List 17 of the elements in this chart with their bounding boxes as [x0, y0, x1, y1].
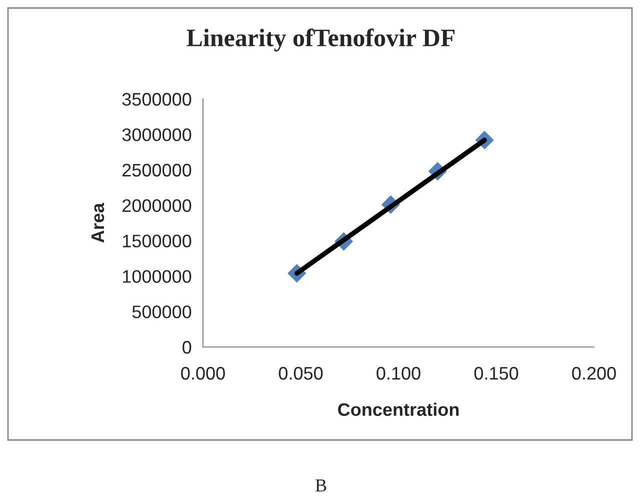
x-tick-label: 0.050 [278, 366, 323, 380]
y-tick-label: 3000000 [122, 128, 192, 142]
x-tick-label: 0.100 [376, 366, 420, 380]
y-axis-title: Area [92, 202, 104, 243]
y-tick-label: 3500000 [122, 92, 192, 106]
chart-title: Linearity ofTenofovir DF [186, 28, 455, 52]
y-tick-label: 2000000 [122, 199, 192, 212]
x-tick-label: 0.150 [474, 366, 518, 380]
text: B [315, 480, 326, 492]
x-axis-title: Concentration [338, 402, 459, 416]
x-tick-label: 0.000 [181, 366, 225, 380]
y-tick-label: 2500000 [122, 164, 192, 177]
y-tick-label: 1500000 [122, 234, 192, 248]
y-tick-label: 1000000 [122, 270, 192, 283]
x-tick-label: 0.200 [572, 366, 616, 380]
y-tick-label: 500000 [132, 306, 192, 318]
y-tick-label: 0 [182, 340, 192, 354]
